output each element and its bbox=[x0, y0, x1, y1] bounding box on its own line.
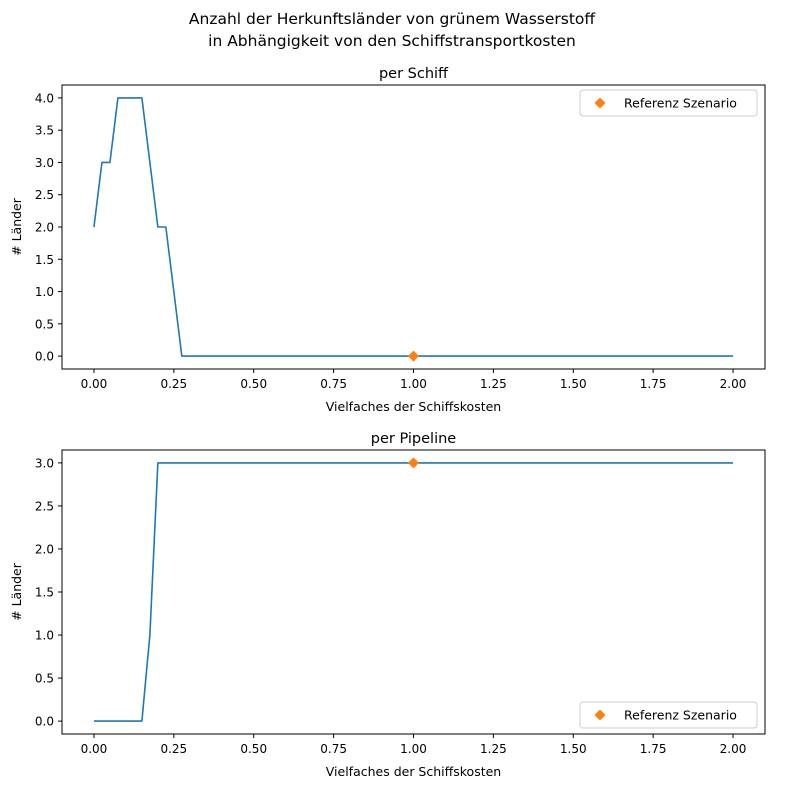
legend-marker bbox=[594, 709, 606, 721]
y-tick-label: 1.0 bbox=[35, 285, 54, 299]
x-axis-label: Vielfaches der Schiffskosten bbox=[326, 399, 501, 414]
x-tick-label: 0.25 bbox=[160, 377, 187, 391]
legend: Referenz Szenario bbox=[579, 701, 758, 729]
legend-label: Referenz Szenario bbox=[624, 96, 737, 111]
legend-marker bbox=[594, 97, 606, 109]
x-tick-label: 1.00 bbox=[400, 742, 427, 756]
ship-chart-panel: per Schiff 0.00 0.25 0.50 0.75 1.00 1.25 1.50 1.… bbox=[9, 66, 766, 414]
x-tick-label: 0.50 bbox=[240, 377, 267, 391]
x-tick-label: 1.50 bbox=[560, 742, 587, 756]
x-tick-label: 1.25 bbox=[480, 377, 507, 391]
y-axis-label: # Länder bbox=[9, 197, 24, 256]
x-tick-label: 0.00 bbox=[81, 377, 108, 391]
x-tick-label: 0.00 bbox=[81, 742, 108, 756]
y-tick-label: 3.0 bbox=[35, 456, 54, 470]
x-tick-label: 0.75 bbox=[320, 742, 347, 756]
y-axis-label: # Länder bbox=[9, 562, 24, 621]
legend-label: Referenz Szenario bbox=[624, 708, 737, 723]
legend-box bbox=[579, 89, 758, 117]
x-tick-label: 2.00 bbox=[720, 742, 747, 756]
y-tick-label: 3.0 bbox=[35, 156, 54, 170]
y-tick-label: 0.5 bbox=[35, 672, 54, 686]
x-tick-label: 1.00 bbox=[400, 377, 427, 391]
y-tick-label: 1.0 bbox=[35, 629, 54, 643]
subplot-title: per Schiff bbox=[379, 66, 449, 82]
y-tick-label: 2.5 bbox=[35, 188, 54, 202]
series-line bbox=[93, 97, 734, 357]
x-axis-label: Vielfaches der Schiffskosten bbox=[326, 764, 501, 779]
reference-scenario-marker bbox=[408, 350, 419, 362]
figure-title-line2: in Abhängigkeit von den Schiffstransport… bbox=[208, 32, 576, 50]
axes-frame bbox=[61, 84, 766, 370]
y-tick-label: 2.0 bbox=[35, 221, 54, 235]
legend: Referenz Szenario bbox=[579, 89, 758, 117]
y-tick-label: 0.5 bbox=[35, 317, 54, 331]
y-tick-label: 1.5 bbox=[35, 253, 54, 267]
x-tick-label: 0.50 bbox=[240, 742, 267, 756]
x-tick-label: 0.75 bbox=[320, 377, 347, 391]
x-tick-label: 1.75 bbox=[640, 377, 667, 391]
y-tick-label: 0.0 bbox=[35, 715, 54, 729]
x-tick-label: 1.50 bbox=[560, 377, 587, 391]
legend-box bbox=[579, 701, 758, 729]
series-line bbox=[93, 462, 734, 722]
figure-title-line1: Anzahl der Herkunftsländer von grünem Wa… bbox=[189, 10, 595, 28]
reference-scenario-marker bbox=[408, 457, 419, 469]
y-tick-label: 1.5 bbox=[35, 586, 54, 600]
x-tick-label: 0.25 bbox=[160, 742, 187, 756]
y-tick-label: 0.0 bbox=[35, 350, 54, 364]
axes-frame bbox=[61, 449, 766, 735]
y-tick-label: 2.5 bbox=[35, 499, 54, 513]
y-tick-label: 3.5 bbox=[35, 124, 54, 138]
y-tick-label: 2.0 bbox=[35, 542, 54, 556]
x-tick-label: 1.75 bbox=[640, 742, 667, 756]
x-tick-label: 2.00 bbox=[720, 377, 747, 391]
y-tick-label: 4.0 bbox=[35, 91, 54, 105]
x-tick-label: 1.25 bbox=[480, 742, 507, 756]
subplot-title: per Pipeline bbox=[371, 431, 457, 447]
